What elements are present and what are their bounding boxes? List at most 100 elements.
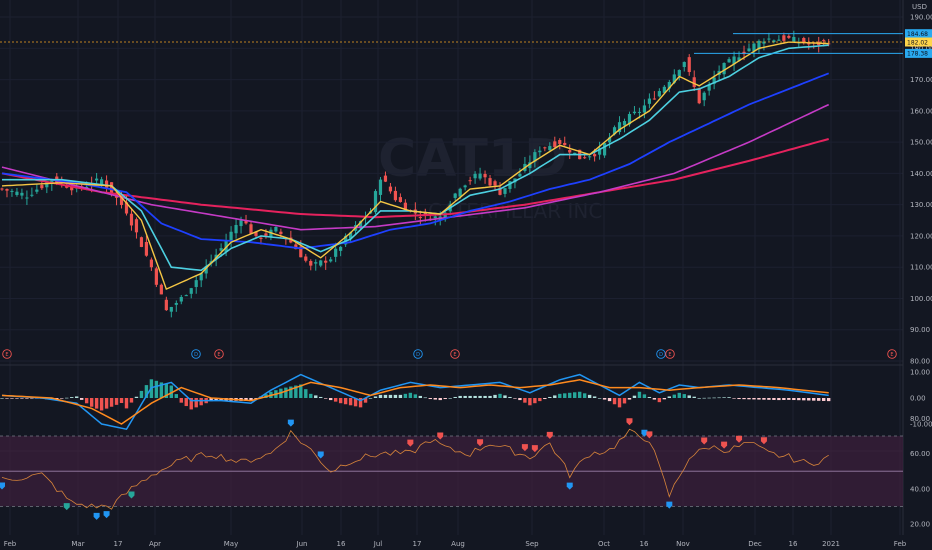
candle-body bbox=[677, 70, 681, 77]
candle-body bbox=[767, 38, 771, 40]
macd-histogram-bar bbox=[423, 397, 427, 399]
last-price-label: 182.02 bbox=[907, 39, 928, 46]
price-tick: 170.00 bbox=[910, 76, 932, 84]
candle-body bbox=[712, 77, 716, 84]
event-badge bbox=[413, 349, 423, 359]
macd-histogram-bar bbox=[314, 395, 318, 398]
macd-histogram-bar bbox=[742, 398, 746, 400]
rsi-tick: 40.00 bbox=[910, 485, 930, 493]
time-tick: Jun bbox=[296, 540, 308, 548]
candle-body bbox=[304, 256, 308, 261]
candle-body bbox=[652, 98, 656, 100]
macd-histogram-bar bbox=[787, 398, 791, 400]
macd-histogram-bar bbox=[144, 385, 149, 398]
macd-histogram-bar bbox=[353, 398, 358, 407]
candle-body bbox=[488, 178, 492, 186]
candle-body bbox=[787, 35, 791, 38]
candle-body bbox=[568, 149, 572, 153]
rsi-signal-marker bbox=[626, 418, 633, 426]
macd-histogram-bar bbox=[324, 398, 328, 399]
macd-histogram-bar bbox=[573, 392, 577, 398]
macd-histogram-bar bbox=[687, 395, 691, 398]
macd-histogram-bar bbox=[607, 398, 612, 402]
candle-body bbox=[139, 237, 144, 247]
candle-body bbox=[478, 173, 482, 179]
macd-histogram-bar bbox=[294, 385, 298, 398]
candle-body bbox=[189, 288, 193, 294]
candle-body bbox=[558, 140, 562, 144]
macd-histogram-bar bbox=[513, 398, 517, 399]
rsi-signal-marker bbox=[646, 431, 653, 439]
macd-histogram-bar bbox=[199, 398, 203, 406]
rsi-tick: 60.00 bbox=[910, 450, 930, 458]
candle-body bbox=[622, 121, 627, 126]
rsi-tick: 80.00 bbox=[910, 415, 930, 423]
candle-body bbox=[144, 242, 149, 256]
rsi-signal-marker bbox=[760, 437, 767, 445]
candle-body bbox=[458, 188, 462, 197]
upper-price-label: 184.68 bbox=[907, 31, 928, 38]
macd-histogram-bar bbox=[797, 398, 801, 401]
macd-histogram-bar bbox=[752, 398, 756, 400]
candle-body bbox=[95, 178, 99, 181]
rsi-signal-marker bbox=[317, 451, 324, 459]
macd-histogram-bar bbox=[772, 398, 776, 400]
candle-body bbox=[757, 40, 761, 50]
macd-histogram-bar bbox=[558, 393, 562, 398]
candle-body bbox=[289, 237, 293, 243]
candle-body bbox=[822, 40, 826, 42]
candle-body bbox=[164, 299, 168, 311]
candle-body bbox=[229, 231, 233, 242]
candle-body bbox=[687, 57, 691, 73]
macd-histogram-bar bbox=[20, 398, 24, 399]
candle-body bbox=[548, 146, 552, 151]
candle-body bbox=[697, 88, 701, 104]
candle-body bbox=[573, 152, 577, 154]
candle-body bbox=[344, 235, 348, 245]
candle-body bbox=[204, 266, 208, 274]
macd-histogram-bar bbox=[433, 398, 437, 400]
macd-histogram-bar bbox=[468, 395, 472, 398]
macd-histogram-bar bbox=[65, 397, 69, 399]
candle-body bbox=[349, 232, 353, 239]
candle-body bbox=[463, 185, 467, 188]
macd-histogram-bar bbox=[174, 394, 178, 398]
ma_red-line bbox=[1, 138, 829, 219]
candle-body bbox=[702, 92, 706, 101]
candle-body bbox=[309, 261, 313, 266]
candle-body bbox=[732, 56, 736, 65]
macd-histogram-bar bbox=[553, 395, 557, 398]
candle-body bbox=[692, 77, 696, 88]
candle-body bbox=[602, 143, 607, 156]
macd-histogram-bar bbox=[782, 398, 786, 400]
rsi-signal-marker bbox=[641, 429, 648, 437]
rsi-signal-marker bbox=[721, 441, 728, 449]
macd-histogram-bar bbox=[533, 398, 537, 404]
candle-body bbox=[777, 39, 781, 41]
candle-body bbox=[752, 43, 756, 52]
candle-body bbox=[612, 127, 617, 135]
rsi-signal-marker bbox=[407, 439, 414, 447]
candle-body bbox=[647, 98, 651, 104]
macd-histogram-bar bbox=[652, 398, 657, 400]
event-label: E bbox=[453, 352, 456, 358]
rsi-signal-marker bbox=[521, 444, 528, 452]
macd-histogram-bar bbox=[428, 398, 432, 400]
candle-body bbox=[124, 202, 129, 214]
macd-histogram-bar bbox=[592, 396, 597, 398]
macd-histogram-bar bbox=[438, 398, 442, 401]
candle-body bbox=[194, 280, 198, 287]
macd-histogram-bar bbox=[164, 383, 169, 398]
macd-histogram-bar bbox=[443, 398, 447, 400]
macd-histogram-bar bbox=[5, 398, 9, 399]
candle-body bbox=[358, 221, 363, 229]
price-tick: 130.00 bbox=[910, 201, 932, 209]
candle-body bbox=[423, 213, 427, 215]
macd-histogram-bar bbox=[792, 398, 796, 401]
candle-body bbox=[219, 248, 223, 251]
rsi-pane bbox=[0, 418, 829, 520]
macd-tick: 0.00 bbox=[910, 395, 926, 403]
macd-histogram-bar bbox=[373, 396, 378, 398]
